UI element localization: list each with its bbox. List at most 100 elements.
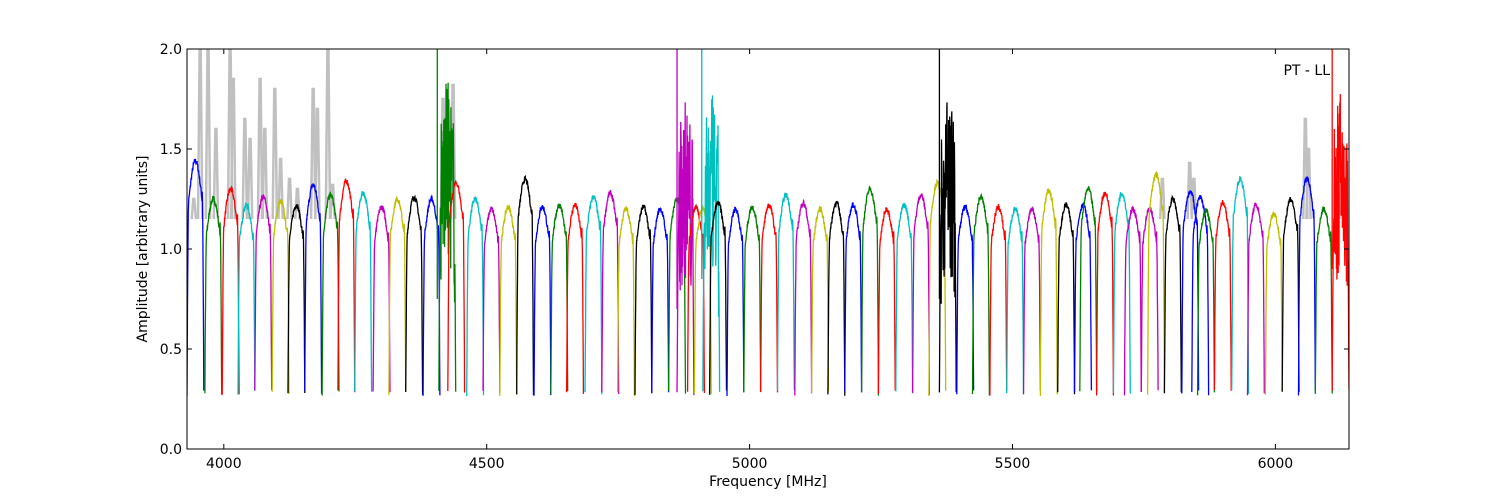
band-segment-b-5181 [844, 202, 863, 393]
band-segment-m-4862 [676, 102, 695, 396]
band-segment-y-5757 [1146, 170, 1166, 395]
band-segment-c-4249 [354, 191, 373, 392]
band-segment-b-4590 [533, 204, 552, 396]
band-segment-c-5053 [776, 192, 795, 392]
y-tick-label: 1.0 [160, 242, 182, 258]
band-segment-g-3964 [204, 195, 223, 395]
band-segment-m-4719 [601, 189, 620, 395]
band-segment-m-4493 [482, 206, 501, 394]
band-segment-c-5917 [1231, 176, 1250, 394]
y-tick-label: 0.5 [160, 342, 182, 358]
band-segment-y-5118 [810, 205, 830, 393]
raw-trace-peak [196, 49, 204, 220]
band-segment-b-5841 [1191, 194, 1210, 396]
band-segment-y-4314 [388, 196, 407, 396]
band-segment-r-5021 [759, 203, 779, 393]
x-tick-label: 4500 [469, 456, 505, 472]
band-segment-m-5086 [794, 198, 813, 396]
band-segment-b-4814 [651, 206, 670, 393]
raw-trace-peak [190, 197, 198, 220]
band-segment-y-4525 [499, 204, 518, 396]
raw-trace-peak [256, 77, 264, 220]
y-tick-label: 1.5 [160, 142, 182, 158]
band-segment-r-5660 [1095, 191, 1115, 396]
raw-trace-peak [309, 87, 317, 220]
plot-annotation: PT - LL [1283, 63, 1330, 79]
band-segment-k-4924 [708, 200, 728, 395]
band-segment-c-5489 [1006, 206, 1025, 394]
band-segment-m-5521 [1022, 205, 1042, 395]
band-segment-b-5618 [1073, 202, 1093, 393]
band-segment-g-5852 [1196, 208, 1216, 396]
band-segment-m-4059 [254, 194, 273, 391]
band-segment-r-5245 [877, 207, 896, 394]
band-segment-r-3997 [221, 185, 240, 395]
band-segment-b-4154 [304, 183, 323, 394]
raw-trace-peak [261, 127, 269, 220]
band-segment-r-5884 [1213, 200, 1232, 391]
band-segment-g-4989 [743, 205, 762, 393]
band-segment-r-5457 [989, 203, 1008, 396]
x-tick-label: 5500 [995, 456, 1031, 472]
raw-trace-peak [204, 49, 212, 220]
raw-trace-peak [286, 177, 293, 220]
band-segment-r-4426 [447, 180, 466, 393]
raw-trace-peak [1190, 177, 1198, 220]
band-segment-m-5310 [911, 193, 931, 395]
y-tick-label: 2.0 [160, 42, 182, 58]
raw-trace-peak [329, 183, 336, 220]
band-segment-r-4217 [337, 178, 356, 393]
band-segment-k-5789 [1163, 194, 1182, 394]
band-segment-m-5713 [1123, 206, 1142, 396]
band-segment-b-5394 [956, 204, 975, 395]
raw-trace-peak [212, 127, 220, 220]
raw-trace-peak [277, 157, 284, 220]
raw-trace-peak [271, 87, 279, 220]
band-segment-b-6044 [1297, 175, 1316, 396]
band-segment-m-4284 [372, 205, 391, 393]
y-tick-label: 0.0 [160, 442, 182, 458]
band-segment-b-4957 [726, 206, 745, 397]
band-segment-c-4687 [584, 194, 603, 395]
band-segment-c-5692 [1112, 191, 1131, 394]
band-segment-y-5981 [1264, 211, 1283, 395]
band-segment-b-3930 [187, 158, 205, 397]
band-segment-g-6076 [1314, 206, 1333, 394]
raw-trace-peak [294, 187, 301, 220]
x-tick-label: 6000 [1258, 456, 1294, 472]
ticks-layer: 4000 4500 5000 5500 6000 0.0 0.5 1.0 1.5 2.0 [160, 42, 1349, 472]
band-segment-g-4409 [438, 82, 457, 392]
band-segment-g-5628 [1079, 185, 1098, 392]
x-axis-label: Frequency [MHz] [709, 474, 827, 490]
band-segment-c-4462 [466, 196, 485, 397]
raw-trace-peak [246, 137, 254, 220]
band-segment-c-4027 [237, 202, 256, 395]
band-segment-y-5553 [1039, 188, 1058, 396]
band-segment-k-5361 [938, 102, 957, 393]
band-segment-y-4092 [271, 197, 290, 395]
band-segment-k-5586 [1057, 202, 1076, 395]
band-segment-k-5149 [827, 200, 846, 396]
band-segment-k-4346 [405, 194, 424, 395]
band-segment-g-5213 [860, 185, 880, 396]
raw-trace-peak [314, 107, 321, 220]
raw-trace-peak [241, 117, 249, 220]
band-segment-r-4652 [565, 202, 585, 394]
band-segment-g-4622 [550, 203, 569, 395]
band-segment-c-4911 [702, 95, 721, 392]
raw-trace-peak [229, 77, 237, 220]
band-segment-g-5424 [971, 192, 991, 396]
band-segment-k-4782 [634, 204, 653, 396]
band-segment-k-4122 [287, 204, 306, 394]
y-axis-label: Amplitude [arbitrary units] [135, 156, 151, 343]
band-segment-k-4557 [516, 174, 535, 396]
x-tick-label: 5000 [732, 456, 768, 472]
band-segment-m-5947 [1246, 202, 1265, 396]
band-segment-y-4749 [616, 206, 636, 397]
band-segment-c-5278 [895, 202, 914, 394]
series-layer [187, 49, 1349, 397]
raw-trace-peak [324, 49, 332, 220]
x-tick-label: 4000 [206, 456, 242, 472]
